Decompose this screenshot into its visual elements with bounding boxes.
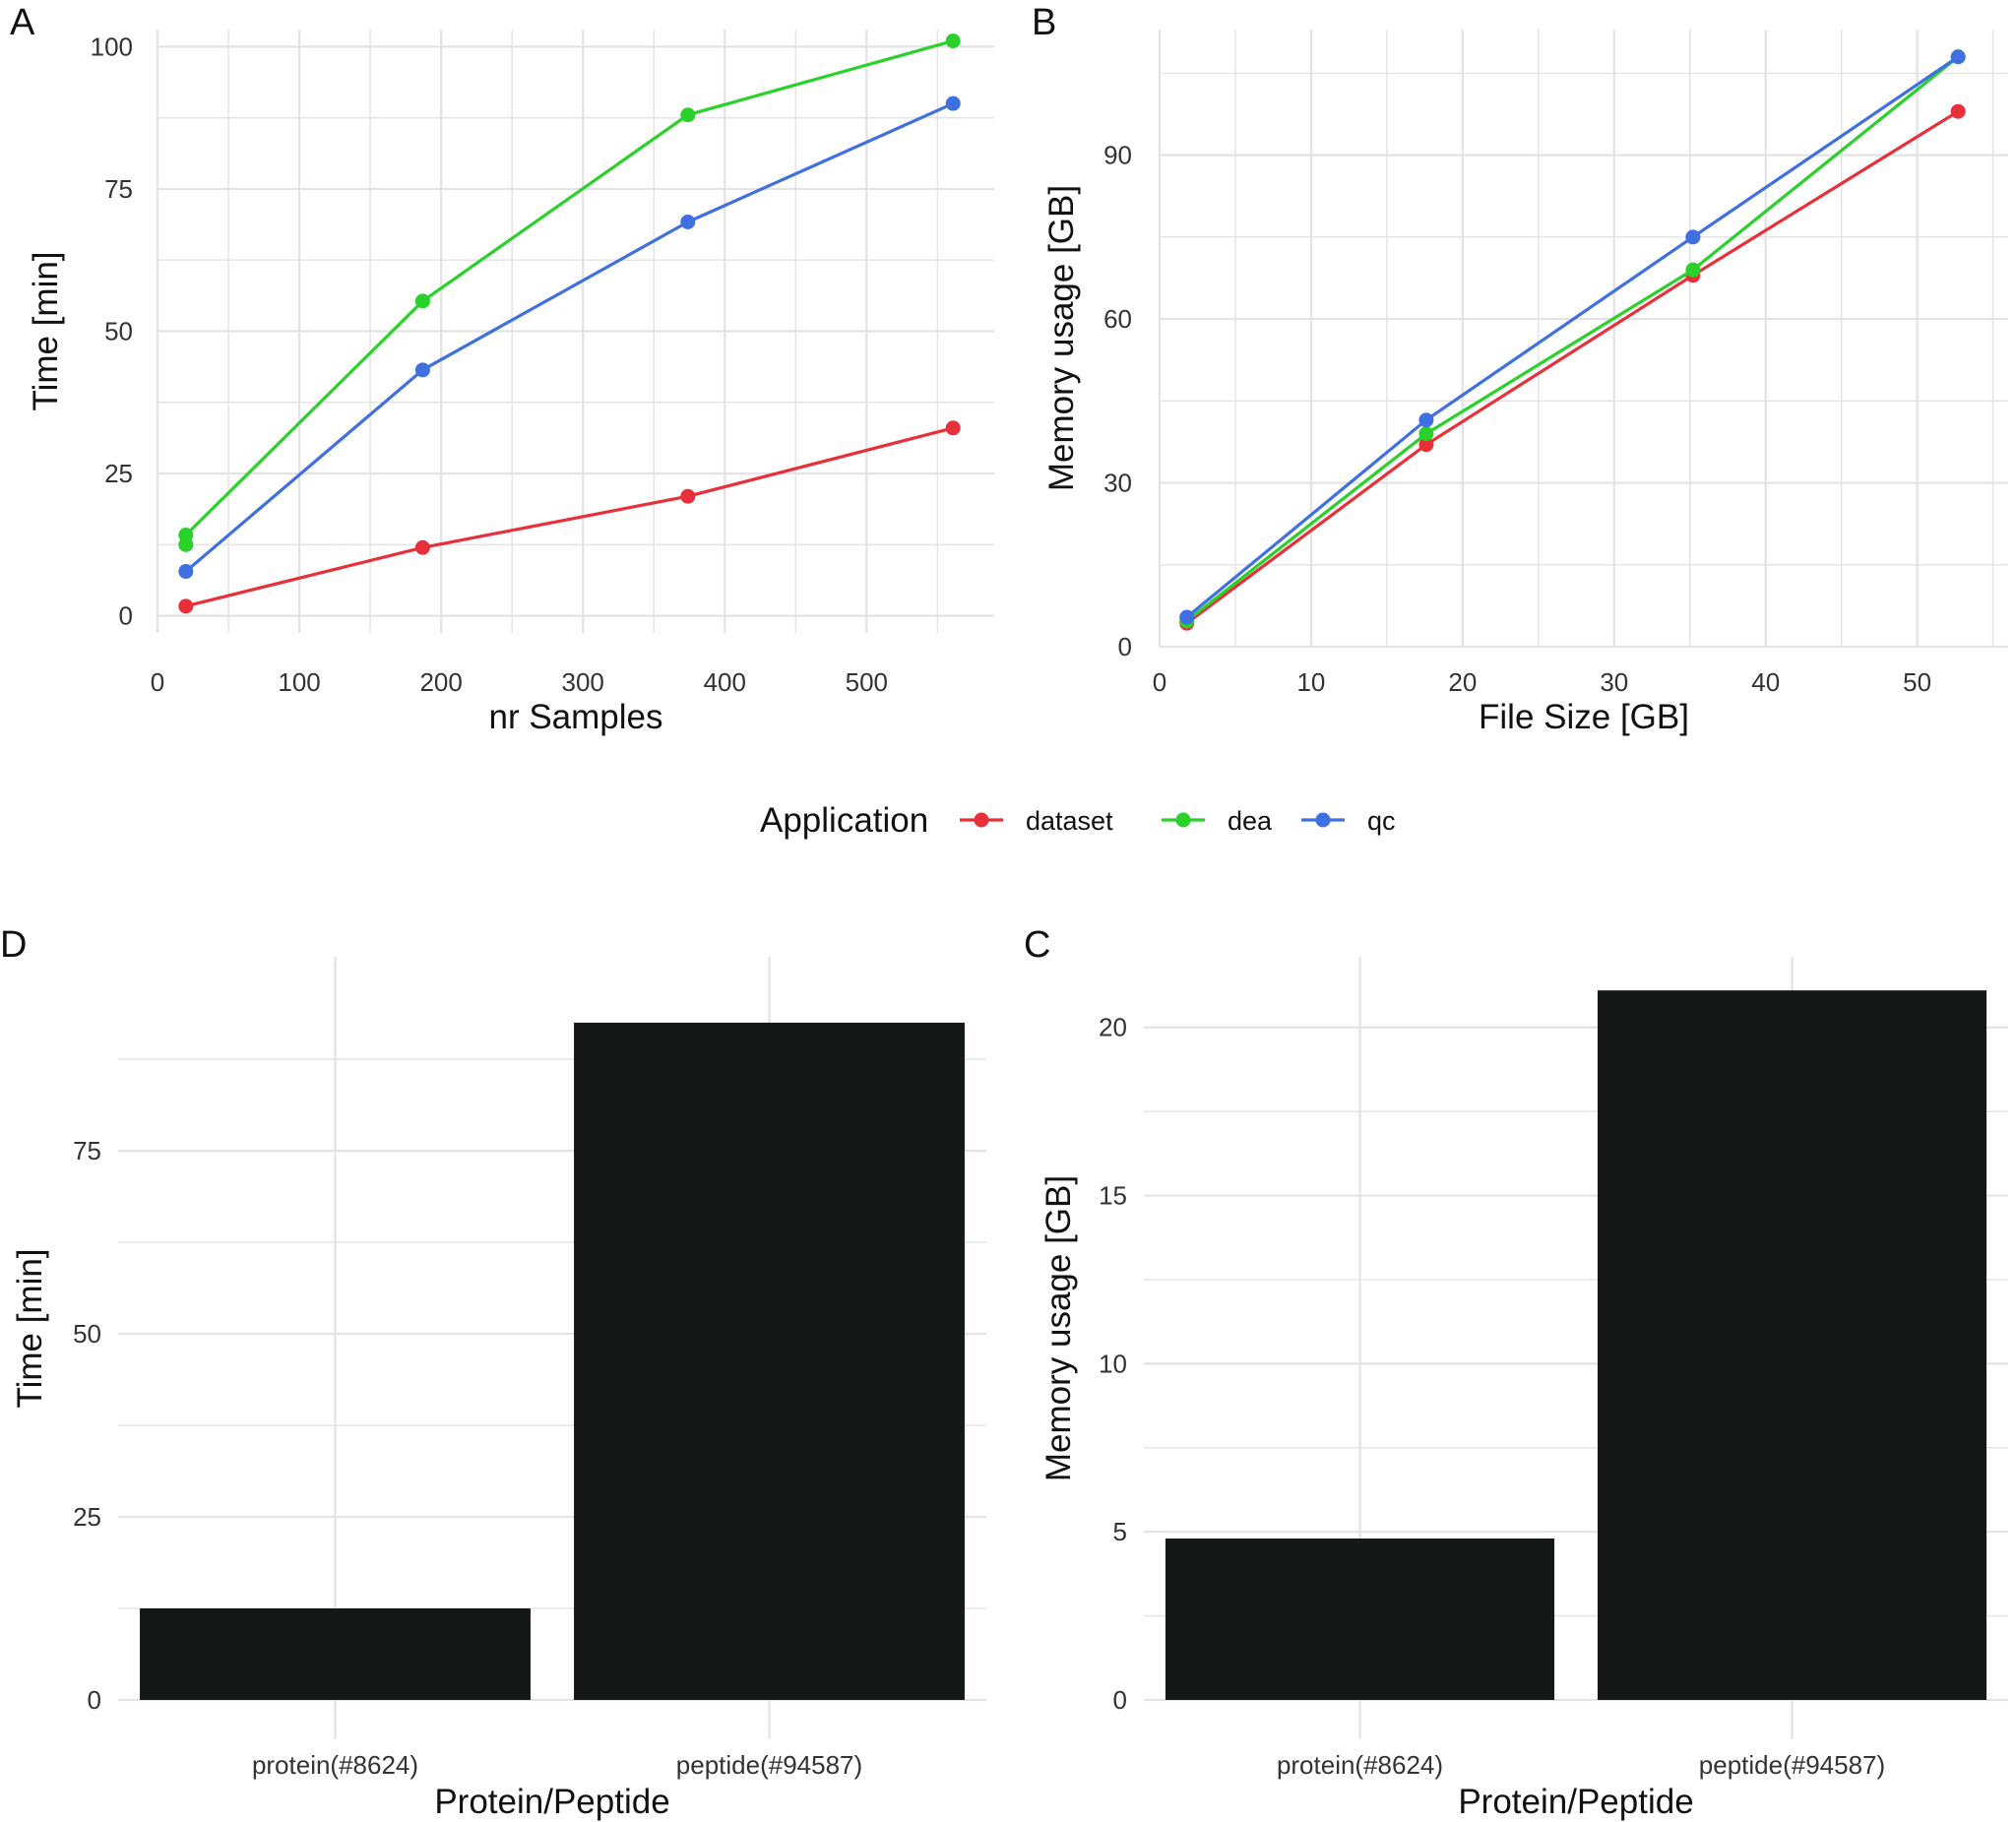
y-tick-label: 0 (88, 1685, 101, 1715)
legend-title: Application (760, 801, 928, 840)
y-tick-label: 15 (1099, 1181, 1127, 1211)
x-tick-label: 0 (1153, 667, 1166, 697)
y-tick-label: 50 (73, 1319, 101, 1349)
x-tick-label: 400 (704, 667, 746, 697)
x-tick-label: protein(#8624) (1277, 1750, 1443, 1780)
data-point-dea (680, 107, 696, 123)
data-point-qc (178, 564, 194, 580)
x-tick-label: 10 (1296, 667, 1325, 697)
series-line-dea (184, 39, 954, 545)
legend-key-dot-dataset (974, 812, 989, 828)
series-line-dea (1185, 55, 1960, 623)
y-tick-label: 25 (104, 459, 133, 488)
data-point-dea (178, 528, 194, 543)
data-point-qc (680, 214, 696, 229)
bar-protein (140, 1608, 531, 1700)
y-tick-label: 25 (73, 1502, 101, 1532)
panel-a-time-vs-samples: 0 100 200 300 400 500 0 25 50 75 100 Anr Samples Tim… (10, 2, 994, 736)
x-tick-label: 40 (1751, 667, 1780, 697)
data-point-dataset (945, 420, 961, 436)
x-tick-label: 30 (1600, 667, 1628, 697)
x-tick-label: peptide(#94587) (676, 1750, 862, 1780)
data-point-qc (1179, 609, 1195, 625)
x-tick-label: 300 (562, 667, 604, 697)
legend-key-dot-qc (1315, 812, 1331, 828)
panel-label-a: A (10, 2, 35, 43)
data-point-qc (414, 362, 430, 378)
x-tick-label: 0 (151, 667, 164, 697)
panel-c-memory-bars: protein(#8624) peptide(#94587) 0 5 10 15 20 C Pr… (1024, 924, 2008, 1821)
data-point-qc (1685, 229, 1701, 245)
x-tick-label: protein(#8624) (252, 1750, 418, 1780)
x-tick-label: peptide(#94587) (1699, 1750, 1885, 1780)
x-axis-title: nr Samples (488, 698, 662, 736)
panel-b-memory-vs-filesize: 0 10 20 30 40 50 0 30 60 90 B File Size [GB] Memory … (1032, 2, 2008, 736)
panel-label-c: C (1024, 924, 1050, 966)
legend: Application dataset dea qc (760, 801, 1396, 840)
data-point-qc (945, 95, 961, 111)
y-axis-title: Memory usage [GB] (1040, 1175, 1078, 1481)
series-line-dataset (185, 426, 954, 608)
panel-label-b: B (1032, 2, 1056, 43)
y-tick-label: 100 (91, 31, 133, 61)
x-tick-label: 100 (278, 667, 320, 697)
x-tick-label: 20 (1448, 667, 1477, 697)
x-tick-label: 200 (419, 667, 462, 697)
data-point-dataset (1418, 437, 1434, 453)
x-tick-label: 50 (1903, 667, 1931, 697)
bar-protein (1165, 1539, 1555, 1700)
legend-label-dataset: dataset (1026, 806, 1113, 836)
x-axis-title: Protein/Peptide (1458, 1783, 1693, 1821)
data-point-dataset (178, 598, 194, 614)
y-tick-label: 20 (1099, 1013, 1127, 1042)
y-axis-title: Time [min] (11, 1248, 49, 1408)
y-tick-label: 50 (104, 317, 133, 346)
panel-d-time-bars: protein(#8624) peptide(#94587) 0 25 50 75 D Pro… (0, 924, 986, 1821)
panel-label-d: D (0, 924, 27, 966)
data-point-dea (414, 293, 430, 309)
legend-label-qc: qc (1367, 806, 1396, 836)
bar-peptide (574, 1022, 965, 1700)
y-tick-label: 5 (1113, 1517, 1127, 1546)
y-tick-label: 60 (1103, 304, 1132, 334)
data-point-dea (1418, 426, 1434, 442)
y-tick-label: 0 (1118, 632, 1132, 661)
y-axis-title: Time [min] (27, 251, 65, 410)
y-tick-label: 10 (1099, 1349, 1127, 1378)
data-point-dataset (414, 539, 430, 555)
x-axis-title: Protein/Peptide (434, 1783, 669, 1821)
data-point-qc (1950, 49, 1966, 65)
y-axis-title: Memory usage [GB] (1042, 185, 1081, 491)
series-line-dataset (1185, 109, 1960, 625)
data-point-dea (1685, 262, 1701, 278)
y-tick-label: 75 (104, 174, 133, 204)
data-point-dataset (1950, 103, 1966, 119)
x-tick-label: 500 (846, 667, 888, 697)
data-point-dea (945, 33, 961, 49)
y-tick-label: 75 (73, 1136, 101, 1165)
y-tick-label: 90 (1103, 141, 1132, 170)
y-tick-label: 0 (1113, 1685, 1127, 1715)
x-axis-title: File Size [GB] (1479, 698, 1689, 736)
data-point-dataset (680, 488, 696, 504)
series-line-qc (184, 101, 954, 573)
series-line-qc (1185, 55, 1960, 619)
legend-key-dot-dea (1175, 812, 1191, 828)
bar-peptide (1597, 990, 1987, 1700)
y-tick-label: 0 (119, 601, 133, 631)
y-tick-label: 30 (1103, 469, 1132, 498)
data-point-qc (1418, 412, 1434, 428)
legend-label-dea: dea (1228, 806, 1273, 836)
